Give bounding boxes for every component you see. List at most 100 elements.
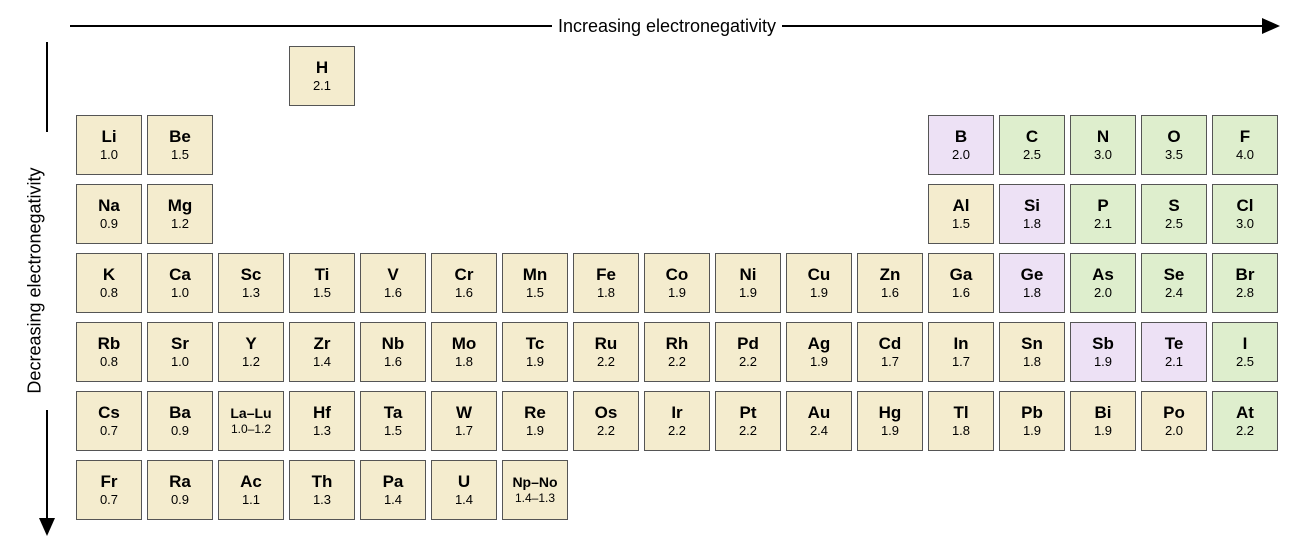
element-cell-bi: Bi 1.9 — [1070, 391, 1136, 451]
element-cell-al: Al1.5 — [928, 184, 994, 244]
element-value: 0.9 — [171, 493, 189, 507]
element-symbol: Zr — [314, 335, 331, 353]
element-cell-re: Re1.9 — [502, 391, 568, 451]
element-value: 2.2 — [1236, 424, 1254, 438]
element-symbol: Ir — [671, 404, 682, 422]
element-cell-ba: Ba0.9 — [147, 391, 213, 451]
element-cell-zn: Zn 1.6 — [857, 253, 923, 313]
element-symbol: Pb — [1021, 404, 1043, 422]
element-cell-br: Br2.8 — [1212, 253, 1278, 313]
element-value: 1.9 — [526, 355, 544, 369]
element-value: 2.2 — [739, 424, 757, 438]
element-symbol: Al — [953, 197, 970, 215]
element-cell-cl: Cl3.0 — [1212, 184, 1278, 244]
element-symbol: Ni — [740, 266, 757, 284]
x-axis-line-left — [70, 25, 552, 27]
element-symbol: Sn — [1021, 335, 1043, 353]
element-symbol: C — [1026, 128, 1038, 146]
element-value: 3.5 — [1165, 148, 1183, 162]
element-value: 1.5 — [526, 286, 544, 300]
element-value: 2.4 — [1165, 286, 1183, 300]
element-cell-b: B 2.0 — [928, 115, 994, 175]
element-symbol: Tl — [953, 404, 968, 422]
element-value: 2.2 — [597, 355, 615, 369]
element-symbol: Hf — [313, 404, 331, 422]
element-cell-sb: Sb1.9 — [1070, 322, 1136, 382]
element-symbol: Sr — [171, 335, 189, 353]
element-symbol: Ta — [384, 404, 403, 422]
element-cell-i: I2.5 — [1212, 322, 1278, 382]
element-symbol: Te — [1165, 335, 1184, 353]
element-value: 1.3 — [313, 493, 331, 507]
element-value: 1.1 — [242, 493, 260, 507]
element-value: 0.9 — [171, 424, 189, 438]
element-cell-fe: Fe1.8 — [573, 253, 639, 313]
element-value: 1.9 — [1023, 424, 1041, 438]
element-cell-o: O 3.5 — [1141, 115, 1207, 175]
element-cell-in: In1.7 — [928, 322, 994, 382]
element-value: 1.9 — [1094, 424, 1112, 438]
element-cell-cu: Cu1.9 — [786, 253, 852, 313]
element-symbol: Ga — [950, 266, 973, 284]
arrow-down-icon — [39, 518, 55, 536]
element-value: 1.0 — [171, 286, 189, 300]
element-symbol: Re — [524, 404, 546, 422]
element-cell-mn: Mn1.5 — [502, 253, 568, 313]
element-cell-te: Te 2.1 — [1141, 322, 1207, 382]
element-symbol: As — [1092, 266, 1114, 284]
element-symbol: Mg — [168, 197, 193, 215]
element-value: 1.6 — [881, 286, 899, 300]
element-symbol: H — [316, 59, 328, 77]
element-symbol: Bi — [1095, 404, 1112, 422]
element-symbol: Mo — [452, 335, 477, 353]
element-symbol: B — [955, 128, 967, 146]
element-symbol: Sc — [241, 266, 262, 284]
element-symbol: Au — [808, 404, 831, 422]
element-value: 1.7 — [455, 424, 473, 438]
element-symbol: Ac — [240, 473, 262, 491]
element-value: 2.0 — [952, 148, 970, 162]
element-value: 1.4 — [313, 355, 331, 369]
element-value: 0.8 — [100, 355, 118, 369]
element-symbol: O — [1167, 128, 1180, 146]
element-symbol: Si — [1024, 197, 1040, 215]
element-cell-rh: Rh2.2 — [644, 322, 710, 382]
element-cell-nb: Nb1.6 — [360, 322, 426, 382]
element-symbol: Nb — [382, 335, 405, 353]
x-axis-line-right — [782, 25, 1264, 27]
element-cell-th: Th1.3 — [289, 460, 355, 520]
element-symbol: Cs — [98, 404, 120, 422]
element-cell-c: C2.5 — [999, 115, 1065, 175]
element-symbol: K — [103, 266, 115, 284]
element-symbol: Zn — [880, 266, 901, 284]
element-cell-at: At2.2 — [1212, 391, 1278, 451]
element-value: 1.3 — [242, 286, 260, 300]
element-cell-as: As2.0 — [1070, 253, 1136, 313]
element-symbol: Ca — [169, 266, 191, 284]
element-symbol: Sb — [1092, 335, 1114, 353]
element-value: 2.1 — [1165, 355, 1183, 369]
element-value: 1.9 — [810, 286, 828, 300]
element-cell-v: V1.6 — [360, 253, 426, 313]
x-axis: Increasing electronegativity — [70, 14, 1280, 38]
element-value: 1.5 — [171, 148, 189, 162]
element-cell-hf: Hf1.3 — [289, 391, 355, 451]
element-cell-w: W1.7 — [431, 391, 497, 451]
y-axis-line-bot — [46, 410, 48, 520]
x-axis-label: Increasing electronegativity — [552, 16, 782, 37]
element-cell-ta: Ta1.5 — [360, 391, 426, 451]
element-symbol: Rb — [98, 335, 121, 353]
element-symbol: Hg — [879, 404, 902, 422]
element-cell-u: U1.4 — [431, 460, 497, 520]
element-cell-y: Y1.2 — [218, 322, 284, 382]
element-value: 1.4 — [384, 493, 402, 507]
element-cell-ni: Ni1.9 — [715, 253, 781, 313]
element-value: 1.7 — [881, 355, 899, 369]
element-value: 1.2 — [171, 217, 189, 231]
arrow-right-icon — [1262, 18, 1280, 34]
element-symbol: Cd — [879, 335, 902, 353]
element-symbol: Ge — [1021, 266, 1044, 284]
element-cell-sn: Sn1.8 — [999, 322, 1065, 382]
element-value: 2.8 — [1236, 286, 1254, 300]
element-symbol: U — [458, 473, 470, 491]
